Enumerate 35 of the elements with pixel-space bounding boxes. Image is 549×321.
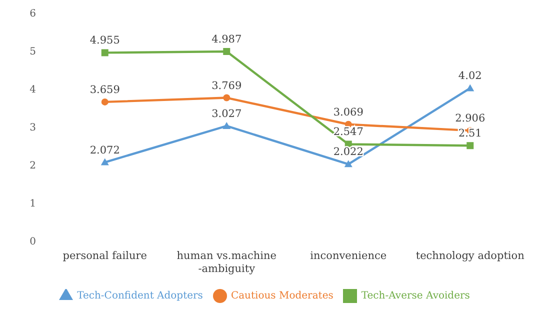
data-label: 2.547 bbox=[333, 126, 364, 138]
y-tick-label: 3 bbox=[30, 122, 36, 134]
y-tick-label: 6 bbox=[30, 8, 36, 20]
data-label: 3.069 bbox=[333, 106, 364, 118]
legend-label: Tech-Confident Adopters bbox=[77, 290, 203, 302]
point bbox=[101, 49, 108, 56]
data-label: 4.955 bbox=[90, 34, 120, 47]
point bbox=[100, 158, 109, 166]
data-label: 4.987 bbox=[212, 33, 242, 46]
data-label: 2.022 bbox=[333, 146, 364, 158]
legend-label: Cautious Moderates bbox=[230, 290, 334, 302]
point bbox=[223, 48, 230, 55]
y-tick-label: 0 bbox=[30, 236, 36, 248]
y-tick-label: 2 bbox=[30, 160, 36, 172]
data-label: 3.659 bbox=[90, 84, 120, 96]
point bbox=[222, 122, 231, 129]
data-label: 3.027 bbox=[212, 108, 242, 120]
legend-label: Tech-Averse Avoiders bbox=[361, 290, 470, 302]
x-tick-label: human vs.machine -ambiguity bbox=[176, 250, 276, 275]
y-tick-label: 1 bbox=[30, 198, 36, 210]
data-label: 4.02 bbox=[458, 70, 482, 82]
data-label: 3.769 bbox=[212, 80, 242, 92]
data-label: 2.51 bbox=[458, 128, 482, 140]
data-label: 2.906 bbox=[455, 112, 486, 125]
y-tick-label: 5 bbox=[30, 46, 36, 58]
point bbox=[344, 160, 352, 168]
point bbox=[101, 98, 108, 106]
point bbox=[466, 142, 474, 150]
point bbox=[223, 94, 230, 102]
x-tick-label: personal failure bbox=[62, 250, 147, 262]
data-label: 2.072 bbox=[90, 144, 120, 156]
x-tick-label: inconvenience bbox=[310, 250, 387, 262]
point bbox=[466, 84, 474, 92]
x-tick-label: technology adoption bbox=[416, 250, 525, 262]
y-tick-label: 4 bbox=[30, 84, 36, 96]
